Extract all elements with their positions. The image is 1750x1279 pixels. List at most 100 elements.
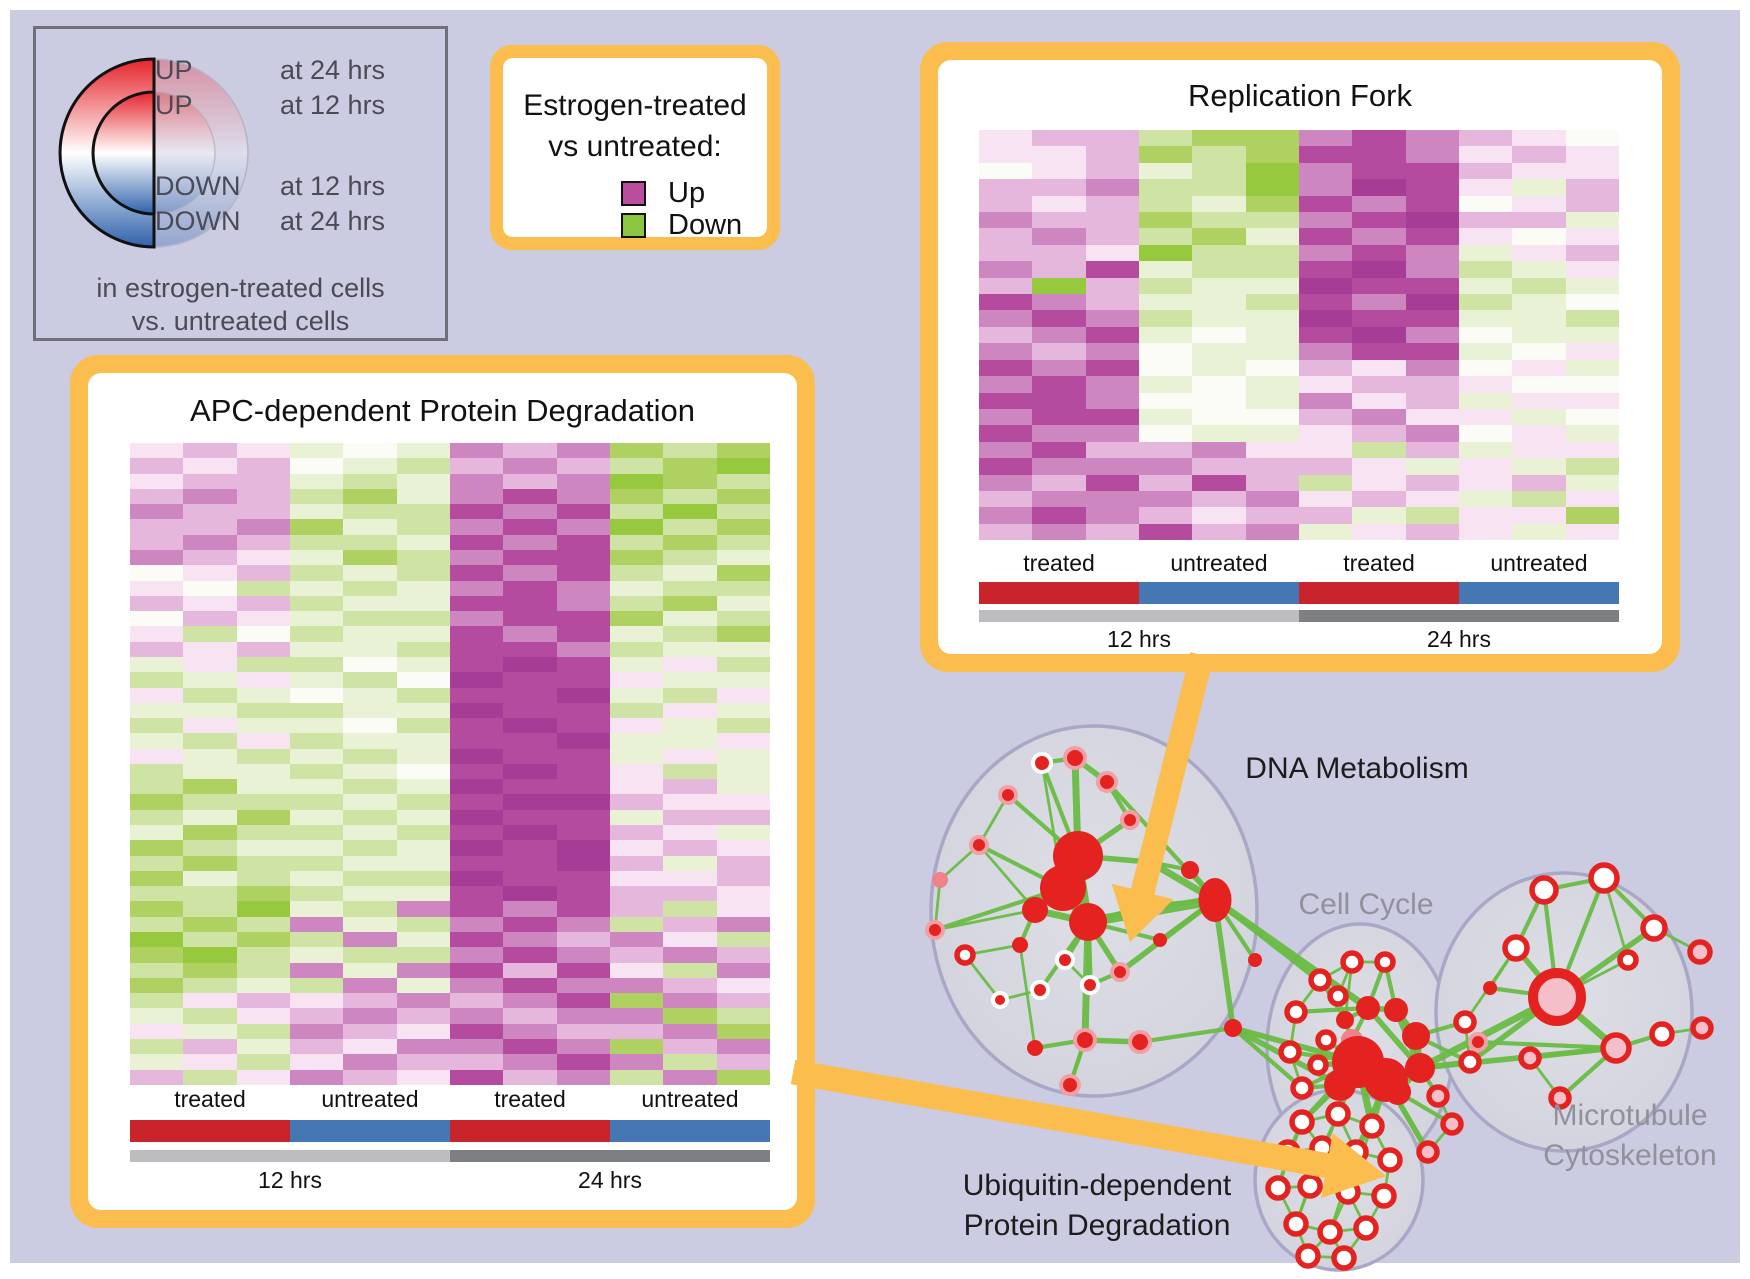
network-node (1110, 962, 1130, 982)
network-node (1518, 1046, 1542, 1070)
network-node (1308, 968, 1332, 992)
rf-bar-untreated-24 (1459, 582, 1619, 604)
apc-heatmap (130, 443, 770, 1085)
network-node (1548, 1086, 1572, 1110)
label-ubiquitin-line2: Protein Degradation (963, 1209, 1231, 1242)
rf-group-label-treated-24: treated (1343, 550, 1415, 576)
apc-group-label-treated-12: treated (174, 1086, 246, 1112)
network-node (1283, 1211, 1309, 1237)
network-node (1384, 998, 1408, 1022)
heatmap-row (130, 1054, 770, 1070)
heatmap-row (130, 641, 770, 657)
heatmap-row (130, 916, 770, 932)
network-node (1453, 1010, 1477, 1034)
network-node (1022, 897, 1048, 923)
network-node (1377, 1147, 1403, 1173)
network-node (1405, 1053, 1435, 1083)
network-node (1295, 1243, 1321, 1269)
heatmap-row (979, 310, 1619, 327)
apc-bar-treated-24 (450, 1120, 610, 1142)
network-node (1617, 949, 1639, 971)
heatmap-row (130, 565, 770, 581)
network-node (991, 991, 1009, 1009)
network-node (1353, 1215, 1379, 1241)
apc-group-label-untreated-24: untreated (641, 1086, 739, 1112)
network-node (925, 920, 945, 940)
rf-bar-24hrs (1299, 610, 1619, 622)
heatmap-row (130, 687, 770, 703)
heatmap-row (979, 408, 1619, 426)
network-node (1529, 875, 1559, 905)
network-node (1528, 968, 1586, 1026)
network-node (1012, 937, 1028, 953)
network-node (1198, 878, 1232, 922)
heatmap-row (979, 277, 1619, 295)
rf-bar-untreated-12 (1139, 582, 1299, 604)
heatmap-row (979, 130, 1619, 147)
heatmap-row (979, 507, 1619, 524)
heatmap-row (130, 626, 770, 642)
heatmap-row (130, 718, 770, 734)
updown-word-up24: UP (155, 55, 193, 85)
network-node (1265, 1175, 1291, 1201)
network-node (1324, 1069, 1356, 1101)
network-node (1440, 1112, 1464, 1136)
network-node (1055, 950, 1075, 970)
network-node (1502, 934, 1530, 962)
network-node (1325, 1101, 1351, 1127)
network-node (1181, 861, 1199, 879)
heatmap-row (130, 519, 770, 535)
label-microtubule-line2: Cytoskeleton (1543, 1139, 1717, 1172)
heatmap-row (979, 179, 1619, 196)
network-node (969, 835, 989, 855)
heatmap-row (130, 595, 770, 612)
label-cell-cycle: Cell Cycle (1298, 888, 1434, 921)
arrow-apc-to-ubiquitin (790, 1059, 1386, 1199)
updown-word-up12: UP (155, 90, 193, 120)
network-node (1224, 1019, 1242, 1037)
network-node (1128, 1030, 1152, 1054)
heatmap-row (130, 855, 770, 871)
network-node (1307, 1054, 1329, 1076)
network-node (1402, 1022, 1430, 1050)
network-node (932, 872, 948, 888)
up-color-swatch (621, 181, 646, 206)
apc-time-bar (130, 1150, 770, 1162)
updown-footer-line2: vs. untreated cells (131, 306, 350, 336)
heatmap-row (130, 672, 770, 688)
network-node (1063, 746, 1087, 770)
network-node (1640, 914, 1668, 942)
network-node (1416, 1140, 1440, 1164)
heatmap-row (130, 1023, 770, 1039)
heatmap-row (979, 474, 1619, 491)
apc-bar-untreated-24 (610, 1120, 770, 1142)
network-node (1278, 1040, 1302, 1064)
heatmap-row (130, 748, 770, 764)
updown-word-down24: DOWN (155, 206, 241, 236)
apc-group-label-treated-24: treated (494, 1086, 566, 1112)
network-node (1120, 810, 1140, 830)
rf-group-label-treated-12: treated (1023, 550, 1095, 576)
heatmap-row (130, 840, 770, 856)
replication-fork-heatmap (979, 130, 1619, 541)
down-label: Down (668, 209, 743, 241)
rf-treatment-bar (979, 582, 1619, 604)
heatmap-row (130, 443, 770, 459)
network-edge (1475, 1039, 1619, 1051)
network-node (1080, 975, 1100, 995)
apc-bar-12hrs (130, 1150, 450, 1162)
network-node (1027, 1040, 1043, 1056)
label-ubiquitin-line1: Ubiquitin-dependent (962, 1169, 1232, 1202)
network-node (1073, 1028, 1097, 1052)
label-microtubule: Microtubule Cytoskeleton (1450, 1096, 1750, 1176)
heatmap-row (130, 733, 770, 749)
network-node (1483, 981, 1497, 995)
network-node (1649, 1021, 1675, 1047)
network-node (1458, 1050, 1482, 1074)
network-node (1356, 996, 1380, 1020)
rf-label-24hrs: 24 hrs (1427, 626, 1491, 652)
heatmap-row (979, 162, 1619, 180)
rf-group-label-untreated-12: untreated (1170, 550, 1268, 576)
network-node (1248, 953, 1262, 967)
network-edge (1230, 1025, 1305, 1091)
